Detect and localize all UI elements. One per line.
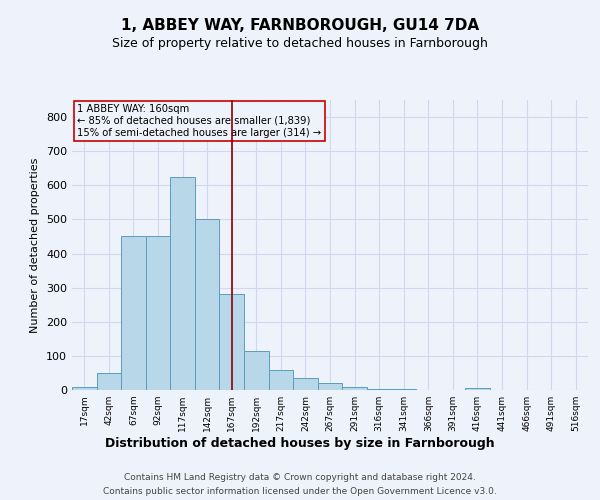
Bar	[244, 351, 269, 390]
Bar	[97, 373, 121, 390]
Text: Distribution of detached houses by size in Farnborough: Distribution of detached houses by size …	[105, 438, 495, 450]
Bar	[220, 294, 244, 390]
Bar	[318, 383, 342, 390]
Bar	[170, 177, 195, 390]
Bar	[121, 236, 146, 390]
Y-axis label: Number of detached properties: Number of detached properties	[31, 158, 40, 332]
Text: Contains public sector information licensed under the Open Government Licence v3: Contains public sector information licen…	[103, 488, 497, 496]
Bar	[342, 388, 367, 390]
Bar	[146, 236, 170, 390]
Bar	[465, 388, 490, 390]
Bar	[367, 388, 391, 390]
Bar	[293, 378, 318, 390]
Bar	[269, 370, 293, 390]
Bar	[72, 386, 97, 390]
Bar	[195, 220, 220, 390]
Text: Contains HM Land Registry data © Crown copyright and database right 2024.: Contains HM Land Registry data © Crown c…	[124, 472, 476, 482]
Text: Size of property relative to detached houses in Farnborough: Size of property relative to detached ho…	[112, 38, 488, 51]
Bar	[391, 388, 416, 390]
Text: 1 ABBEY WAY: 160sqm
← 85% of detached houses are smaller (1,839)
15% of semi-det: 1 ABBEY WAY: 160sqm ← 85% of detached ho…	[77, 104, 321, 138]
Text: 1, ABBEY WAY, FARNBOROUGH, GU14 7DA: 1, ABBEY WAY, FARNBOROUGH, GU14 7DA	[121, 18, 479, 32]
